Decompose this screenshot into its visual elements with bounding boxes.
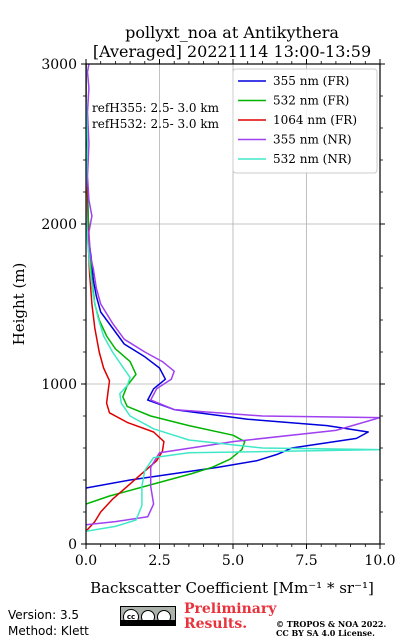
preliminary-line1: Preliminary — [184, 601, 277, 617]
annotation-refh532: refH532: 2.5- 3.0 km — [92, 117, 220, 131]
x-tick-label: 5.0 — [222, 553, 244, 569]
footer-info: Version: 3.5 Method: Klett — [8, 607, 89, 639]
copyright-line1: © TROPOS & NOA 2022. — [276, 619, 387, 629]
y-axis-label: Height (m) — [10, 263, 28, 346]
y-tick-label: 2000 — [41, 217, 77, 233]
preliminary-notice: Preliminary Results. — [184, 602, 276, 632]
chart-title-line2: [Averaged] 20221114 13:00-13:59 — [93, 42, 371, 61]
legend: 355 nm (FR) 532 nm (FR) 1064 nm (FR) 355 nm… — [232, 68, 378, 174]
legend-label-3: 355 nm (NR) — [273, 133, 352, 147]
x-axis-label: Backscatter Coefficient [Mm⁻¹ * sr⁻¹] — [90, 579, 374, 597]
series-line-3 — [86, 64, 380, 526]
cc-license-logo: cc — [120, 606, 176, 626]
series-layer — [86, 64, 380, 532]
plot-frame — [85, 63, 381, 545]
legend-box — [232, 68, 378, 174]
y-tick-label: 1000 — [41, 377, 77, 393]
legend-label-1: 532 nm (FR) — [273, 94, 349, 108]
axis-ticks: 0.0 2.5 5.0 7.5 10.0 0 1000 2000 3000 — [41, 57, 395, 569]
legend-label-0: 355 nm (FR) — [273, 74, 349, 88]
series-line-4 — [86, 64, 380, 532]
copyright-notice: © TROPOS & NOA 2022. CC BY SA 4.0 Licens… — [276, 620, 386, 638]
chart-title-line1: pollyxt_noa at Antikythera — [125, 23, 339, 42]
series-line-2 — [86, 64, 165, 532]
x-tick-label: 7.5 — [295, 553, 317, 569]
legend-label-2: 1064 nm (FR) — [273, 113, 357, 127]
legend-label-4: 532 nm (NR) — [273, 152, 352, 166]
copyright-line2: CC BY SA 4.0 License. — [276, 628, 375, 638]
y-tick-label: 0 — [68, 537, 77, 553]
method-text: Method: Klett — [8, 624, 89, 638]
x-tick-label: 2.5 — [148, 553, 170, 569]
y-tick-label: 3000 — [41, 57, 77, 73]
profile-chart: pollyxt_noa at Antikythera [Averaged] 20… — [10, 23, 396, 597]
preliminary-line2: Results. — [184, 616, 248, 632]
x-tick-label: 0.0 — [75, 553, 97, 569]
x-tick-label: 10.0 — [364, 553, 395, 569]
version-text: Version: 3.5 — [8, 608, 80, 622]
annotation-refh355: refH355: 2.5- 3.0 km — [92, 101, 220, 115]
